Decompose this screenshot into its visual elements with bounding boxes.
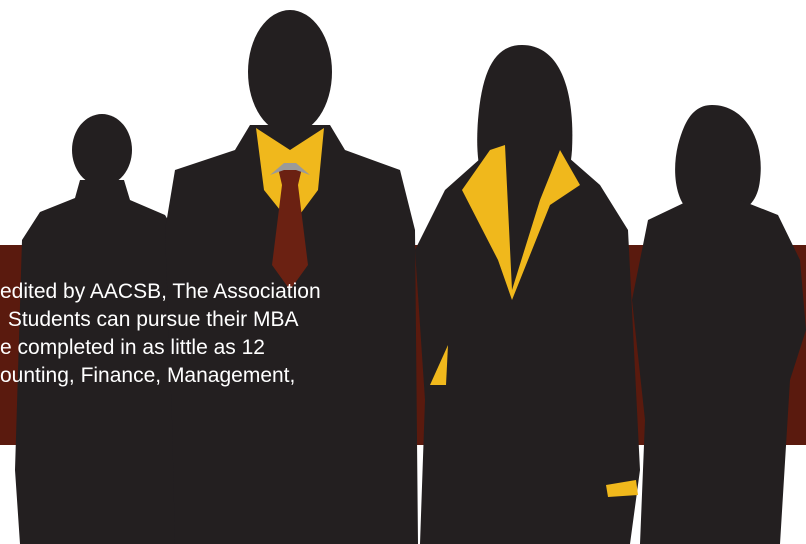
cuff-accent: [606, 480, 638, 497]
blouse: [462, 145, 580, 300]
copy-line: edited by AACSB, The Association: [0, 280, 321, 303]
figure-hair: [675, 105, 761, 212]
copy-line: ounting, Finance, Management,: [0, 364, 295, 387]
figure-head: [248, 10, 332, 134]
tie-knot-shade: [270, 163, 310, 175]
figure-head: [72, 114, 132, 186]
blouse-accent: [430, 345, 448, 385]
copy-line: Students can pursue their MBA: [2, 308, 299, 331]
copy-line: e completed in as little as 12: [0, 336, 265, 359]
figure-body: [415, 150, 640, 544]
tie: [272, 168, 308, 290]
figure-body: [165, 125, 418, 544]
banner-copy: edited by AACSB, The Association Student…: [0, 280, 321, 387]
figure-body: [15, 180, 180, 544]
figure-body: [632, 200, 806, 544]
